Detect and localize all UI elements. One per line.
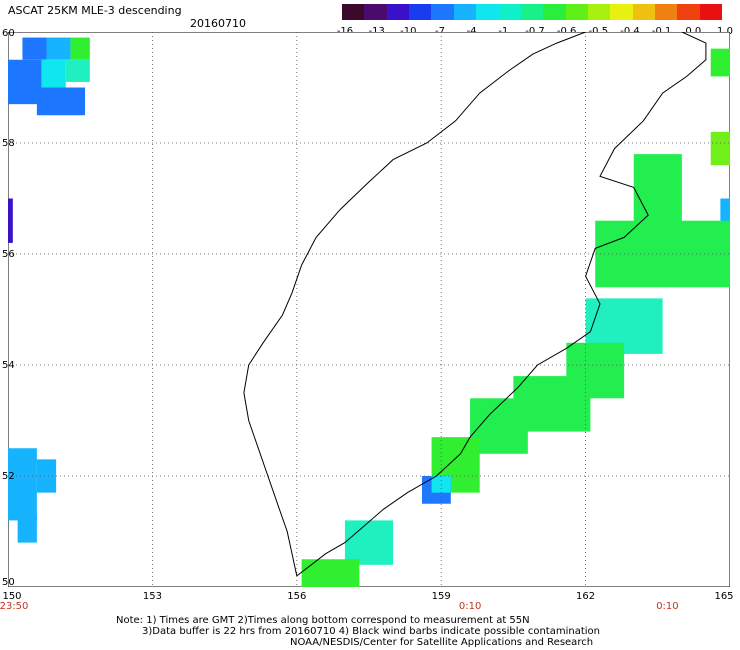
longitude-label: 153 — [142, 591, 162, 602]
wind-cell — [344, 520, 394, 565]
wind-cell — [8, 59, 42, 105]
note-line-3: NOAA/NESDIS/Center for Satellite Applica… — [290, 637, 594, 648]
wind-data-cells — [8, 37, 730, 587]
latitude-label: 60 — [2, 28, 15, 39]
color-scale-segment — [342, 4, 365, 20]
latitude-label: 52 — [2, 471, 15, 482]
latitude-label: 56 — [2, 249, 15, 260]
longitude-label: 159 — [431, 591, 451, 602]
map-date: 20160710 — [190, 17, 246, 30]
wind-cell — [17, 514, 37, 543]
color-scale-segment — [699, 4, 723, 20]
longitude-label: 156 — [287, 591, 307, 602]
wind-cell — [8, 448, 37, 521]
color-scale-segment — [476, 4, 499, 20]
lat-lon-grid — [8, 32, 730, 587]
wind-cell — [46, 37, 71, 60]
color-scale-segment — [386, 4, 410, 20]
longitude-label: 165 — [714, 591, 734, 602]
color-scale-segment — [364, 4, 387, 20]
wind-cell — [22, 37, 47, 60]
coastline-west — [243, 32, 586, 577]
color-scale-segment — [587, 4, 611, 20]
time-label: 0:10 — [458, 601, 482, 612]
note-line-2: 3)Data buffer is 22 hrs from 20160710 4)… — [142, 626, 600, 637]
color-scale-segment — [610, 4, 633, 20]
color-scale-segment — [565, 4, 588, 20]
wind-cell — [710, 131, 730, 166]
wind-cell — [301, 559, 360, 587]
note-line-1: Note: 1) Times are GMT 2)Times along bot… — [116, 615, 530, 626]
wind-cell — [36, 459, 57, 493]
time-label: 0:10 — [656, 601, 679, 612]
longitude-label: 162 — [576, 591, 596, 602]
coastline-east — [296, 32, 707, 577]
color-scale-bar — [342, 4, 723, 20]
color-scale-segment — [655, 4, 678, 20]
wind-cell — [70, 37, 90, 60]
color-scale-segment — [431, 4, 454, 20]
wind-cell — [41, 59, 66, 88]
wind-cell — [36, 87, 86, 116]
wind-cell — [8, 198, 13, 243]
color-scale-segment — [677, 4, 700, 20]
time-label: 23:50 — [0, 601, 29, 612]
latitude-label: 50 — [2, 577, 15, 588]
longitude-label: 150 — [2, 591, 22, 602]
color-scale-segment — [543, 4, 566, 20]
color-scale-segment — [409, 4, 432, 20]
wind-cell — [595, 220, 730, 288]
color-scale-segment — [520, 4, 544, 20]
latitude-label: 54 — [2, 360, 15, 371]
latitude-label: 58 — [2, 138, 15, 149]
wind-cell — [65, 59, 90, 82]
wind-cell — [720, 198, 730, 232]
wind-cell — [710, 48, 730, 77]
color-scale-segment — [498, 4, 521, 20]
color-scale-segment — [453, 4, 477, 20]
map-title: ASCAT 25KM MLE-3 descending — [8, 4, 182, 17]
wind-map — [8, 32, 730, 587]
color-scale-segment — [632, 4, 656, 20]
